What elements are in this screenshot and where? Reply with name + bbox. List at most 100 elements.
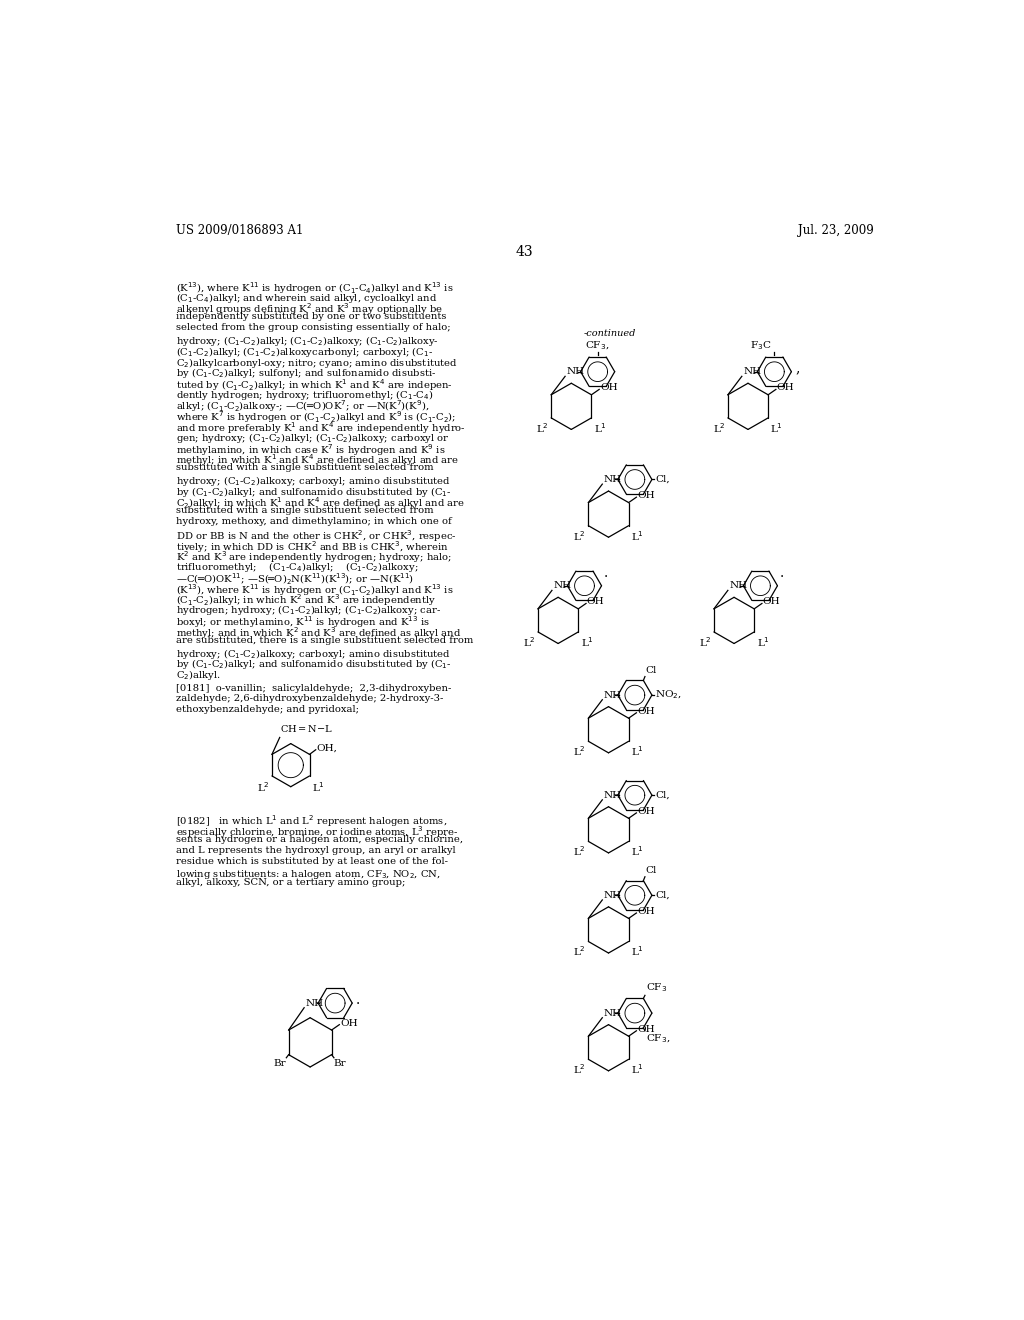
Text: L$^2$: L$^2$ bbox=[698, 635, 712, 649]
Text: .: . bbox=[780, 566, 784, 579]
Text: tuted by (C$_1$-C$_2$)alkyl; in which K$^1$ and K$^4$ are indepen-: tuted by (C$_1$-C$_2$)alkyl; in which K$… bbox=[176, 378, 453, 393]
Text: alkenyl groups defining K$^2$ and K$^3$ may optionally be: alkenyl groups defining K$^2$ and K$^3$ … bbox=[176, 302, 443, 317]
Text: hydroxy; (C$_1$-C$_2$)alkyl; (C$_1$-C$_2$)alkoxy; (C$_1$-C$_2$)alkoxy-: hydroxy; (C$_1$-C$_2$)alkyl; (C$_1$-C$_2… bbox=[176, 334, 439, 348]
Text: methyl; in which K$^1$ and K$^4$ are defined as alkyl and are: methyl; in which K$^1$ and K$^4$ are def… bbox=[176, 453, 459, 469]
Text: CF$_3$: CF$_3$ bbox=[646, 981, 667, 994]
Text: (C$_1$-C$_4$)alkyl; and wherein said alkyl, cycloalkyl and: (C$_1$-C$_4$)alkyl; and wherein said alk… bbox=[176, 290, 437, 305]
Text: CF$_3$,: CF$_3$, bbox=[646, 1032, 670, 1045]
Text: NH: NH bbox=[566, 367, 585, 376]
Text: OH: OH bbox=[776, 383, 795, 392]
Text: dently hydrogen; hydroxy; trifluoromethyl; (C$_1$-C$_4$): dently hydrogen; hydroxy; trifluoromethy… bbox=[176, 388, 433, 401]
Text: residue which is substituted by at least one of the fol-: residue which is substituted by at least… bbox=[176, 857, 449, 866]
Text: L$^2$: L$^2$ bbox=[257, 780, 269, 793]
Text: L$^1$: L$^1$ bbox=[757, 635, 769, 649]
Text: hydrogen; hydroxy; (C$_1$-C$_2$)alkyl; (C$_1$-C$_2$)alkoxy; car-: hydrogen; hydroxy; (C$_1$-C$_2$)alkyl; (… bbox=[176, 603, 441, 618]
Text: boxyl; or methylamino, K$^{11}$ is hydrogen and K$^{13}$ is: boxyl; or methylamino, K$^{11}$ is hydro… bbox=[176, 614, 430, 630]
Text: substituted with a single substituent selected from: substituted with a single substituent se… bbox=[176, 463, 434, 473]
Text: ethoxybenzaldehyde; and pyridoxal;: ethoxybenzaldehyde; and pyridoxal; bbox=[176, 705, 359, 714]
Text: gen; hydroxy; (C$_1$-C$_2$)alkyl; (C$_1$-C$_2$)alkoxy; carboxyl or: gen; hydroxy; (C$_1$-C$_2$)alkyl; (C$_1$… bbox=[176, 430, 450, 445]
Text: (K$^{13}$), where K$^{11}$ is hydrogen or (C$_1$-C$_4$)alkyl and K$^{13}$ is: (K$^{13}$), where K$^{11}$ is hydrogen o… bbox=[176, 280, 454, 296]
Text: L$^1$: L$^1$ bbox=[631, 1063, 644, 1076]
Text: L$^1$: L$^1$ bbox=[770, 421, 783, 434]
Text: L$^1$: L$^1$ bbox=[581, 635, 594, 649]
Text: L$^1$: L$^1$ bbox=[631, 845, 644, 858]
Text: OH: OH bbox=[637, 807, 654, 816]
Text: Cl,: Cl, bbox=[655, 791, 670, 800]
Text: NH: NH bbox=[604, 891, 622, 900]
Text: 43: 43 bbox=[516, 246, 534, 260]
Text: NH: NH bbox=[306, 999, 324, 1007]
Text: methylamino, in which case K$^7$ is hydrogen and K$^9$ is: methylamino, in which case K$^7$ is hydr… bbox=[176, 442, 445, 458]
Text: L$^2$: L$^2$ bbox=[536, 421, 549, 434]
Text: L$^1$: L$^1$ bbox=[631, 529, 644, 543]
Text: OH: OH bbox=[587, 598, 604, 606]
Text: L$^1$: L$^1$ bbox=[594, 421, 607, 434]
Text: CF$_3$,: CF$_3$, bbox=[586, 339, 610, 351]
Text: K$^2$ and K$^3$ are independently hydrogen; hydroxy; halo;: K$^2$ and K$^3$ are independently hydrog… bbox=[176, 549, 453, 565]
Text: hydroxy, methoxy, and dimethylamino; in which one of: hydroxy, methoxy, and dimethylamino; in … bbox=[176, 517, 452, 527]
Text: NH: NH bbox=[554, 581, 571, 590]
Text: (K$^{13}$), where K$^{11}$ is hydrogen or (C$_1$-C$_2$)alkyl and K$^{13}$ is: (K$^{13}$), where K$^{11}$ is hydrogen o… bbox=[176, 582, 454, 598]
Text: Br: Br bbox=[334, 1059, 346, 1068]
Text: OH: OH bbox=[637, 1024, 654, 1034]
Text: where K$^7$ is hydrogen or (C$_1$-C$_2$)alkyl and K$^9$ is (C$_1$-C$_2$);: where K$^7$ is hydrogen or (C$_1$-C$_2$)… bbox=[176, 409, 456, 425]
Text: alkyl; (C$_1$-C$_2$)alkoxy-; —C(═O)OK$^7$; or —N(K$^7$)(K$^9$),: alkyl; (C$_1$-C$_2$)alkoxy-; —C(═O)OK$^7… bbox=[176, 399, 429, 414]
Text: OH: OH bbox=[637, 907, 654, 916]
Text: zaldehyde; 2,6-dihydroxybenzaldehyde; 2-hydroxy-3-: zaldehyde; 2,6-dihydroxybenzaldehyde; 2-… bbox=[176, 694, 443, 704]
Text: L$^2$: L$^2$ bbox=[573, 529, 586, 543]
Text: C$_2$)alkylcarbonyl-oxy; nitro; cyano; amino disubstituted: C$_2$)alkylcarbonyl-oxy; nitro; cyano; a… bbox=[176, 355, 458, 370]
Text: L$^2$: L$^2$ bbox=[713, 421, 726, 434]
Text: US 2009/0186893 A1: US 2009/0186893 A1 bbox=[176, 224, 303, 236]
Text: NH: NH bbox=[604, 1008, 622, 1018]
Text: methyl; and in which K$^2$ and K$^3$ are defined as alkyl and: methyl; and in which K$^2$ and K$^3$ are… bbox=[176, 626, 462, 640]
Text: hydroxy; (C$_1$-C$_2$)alkoxy; carboxyl; amino disubstituted: hydroxy; (C$_1$-C$_2$)alkoxy; carboxyl; … bbox=[176, 647, 451, 660]
Text: Cl: Cl bbox=[646, 667, 657, 675]
Text: especially chlorine, bromine, or iodine atoms, L$^3$ repre-: especially chlorine, bromine, or iodine … bbox=[176, 825, 459, 841]
Text: [0181]  o-vanillin;  salicylaldehyde;  2,3-dihydroxyben-: [0181] o-vanillin; salicylaldehyde; 2,3-… bbox=[176, 684, 452, 693]
Text: .: . bbox=[604, 566, 608, 579]
Text: OH,: OH, bbox=[316, 743, 337, 752]
Text: OH: OH bbox=[637, 491, 654, 500]
Text: (C$_1$-C$_2$)alkyl; (C$_1$-C$_2$)alkoxycarbonyl; carboxyl; (C$_1$-: (C$_1$-C$_2$)alkyl; (C$_1$-C$_2$)alkoxyc… bbox=[176, 345, 433, 359]
Text: —C(═O)OK$^{11}$; —S(═O)$_2$N(K$^{11}$)(K$^{13}$); or —N(K$^{11}$): —C(═O)OK$^{11}$; —S(═O)$_2$N(K$^{11}$)(K… bbox=[176, 572, 414, 586]
Text: substituted with a single substituent selected from: substituted with a single substituent se… bbox=[176, 507, 434, 515]
Text: by (C$_1$-C$_2$)alkyl; and sulfonamido disubstituted by (C$_1$-: by (C$_1$-C$_2$)alkyl; and sulfonamido d… bbox=[176, 657, 452, 672]
Text: Br: Br bbox=[273, 1059, 287, 1068]
Text: L$^2$: L$^2$ bbox=[573, 945, 586, 958]
Text: L$^2$: L$^2$ bbox=[573, 744, 586, 758]
Text: Cl,: Cl, bbox=[655, 891, 670, 900]
Text: tively; in which DD is CHK$^2$ and BB is CHK$^3$, wherein: tively; in which DD is CHK$^2$ and BB is… bbox=[176, 539, 449, 554]
Text: OH: OH bbox=[340, 1019, 357, 1027]
Text: L$^2$: L$^2$ bbox=[573, 845, 586, 858]
Text: Jul. 23, 2009: Jul. 23, 2009 bbox=[798, 224, 873, 236]
Text: Cl: Cl bbox=[646, 866, 657, 875]
Text: are substituted, there is a single substituent selected from: are substituted, there is a single subst… bbox=[176, 636, 473, 644]
Text: L$^2$: L$^2$ bbox=[523, 635, 536, 649]
Text: and L represents the hydroxyl group, an aryl or aralkyl: and L represents the hydroxyl group, an … bbox=[176, 846, 456, 855]
Text: OH: OH bbox=[637, 706, 654, 715]
Text: C$_2$)alkyl; in which K$^1$ and K$^4$ are defined as alkyl and are: C$_2$)alkyl; in which K$^1$ and K$^4$ ar… bbox=[176, 496, 465, 511]
Text: NH: NH bbox=[743, 367, 762, 376]
Text: and more preferably K$^1$ and K$^4$ are independently hydro-: and more preferably K$^1$ and K$^4$ are … bbox=[176, 420, 466, 436]
Text: OH: OH bbox=[600, 383, 617, 392]
Text: L$^1$: L$^1$ bbox=[312, 780, 325, 793]
Text: -continued: -continued bbox=[584, 329, 636, 338]
Text: hydroxy; (C$_1$-C$_2$)alkoxy; carboxyl; amino disubstituted: hydroxy; (C$_1$-C$_2$)alkoxy; carboxyl; … bbox=[176, 474, 451, 488]
Text: $\mathdefault{CH{=}N{-}L}$: $\mathdefault{CH{=}N{-}L}$ bbox=[281, 723, 334, 734]
Text: L$^1$: L$^1$ bbox=[631, 744, 644, 758]
Text: DD or BB is N and the other is CHK$^2$, or CHK$^3$, respec-: DD or BB is N and the other is CHK$^2$, … bbox=[176, 528, 457, 544]
Text: NH: NH bbox=[604, 690, 622, 700]
Text: NH: NH bbox=[729, 581, 748, 590]
Text: by (C$_1$-C$_2$)alkyl; sulfonyl; and sulfonamido disubsti-: by (C$_1$-C$_2$)alkyl; sulfonyl; and sul… bbox=[176, 367, 436, 380]
Text: Cl,: Cl, bbox=[655, 475, 670, 484]
Text: L$^2$: L$^2$ bbox=[573, 1063, 586, 1076]
Text: .: . bbox=[355, 993, 359, 1007]
Text: OH: OH bbox=[763, 598, 780, 606]
Text: [0182]   in which L$^1$ and L$^2$ represent halogen atoms,: [0182] in which L$^1$ and L$^2$ represen… bbox=[176, 813, 447, 829]
Text: L$^1$: L$^1$ bbox=[631, 945, 644, 958]
Text: independently substituted by one or two substituents: independently substituted by one or two … bbox=[176, 313, 446, 321]
Text: sents a hydrogen or a halogen atom, especially chlorine,: sents a hydrogen or a halogen atom, espe… bbox=[176, 836, 463, 845]
Text: lowing substituents: a halogen atom, CF$_3$, NO$_2$, CN,: lowing substituents: a halogen atom, CF$… bbox=[176, 867, 441, 880]
Text: F$_3$C: F$_3$C bbox=[751, 339, 772, 351]
Text: trifluoromethyl;    (C$_1$-C$_4$)alkyl;    (C$_1$-C$_2$)alkoxy;: trifluoromethyl; (C$_1$-C$_4$)alkyl; (C$… bbox=[176, 560, 419, 574]
